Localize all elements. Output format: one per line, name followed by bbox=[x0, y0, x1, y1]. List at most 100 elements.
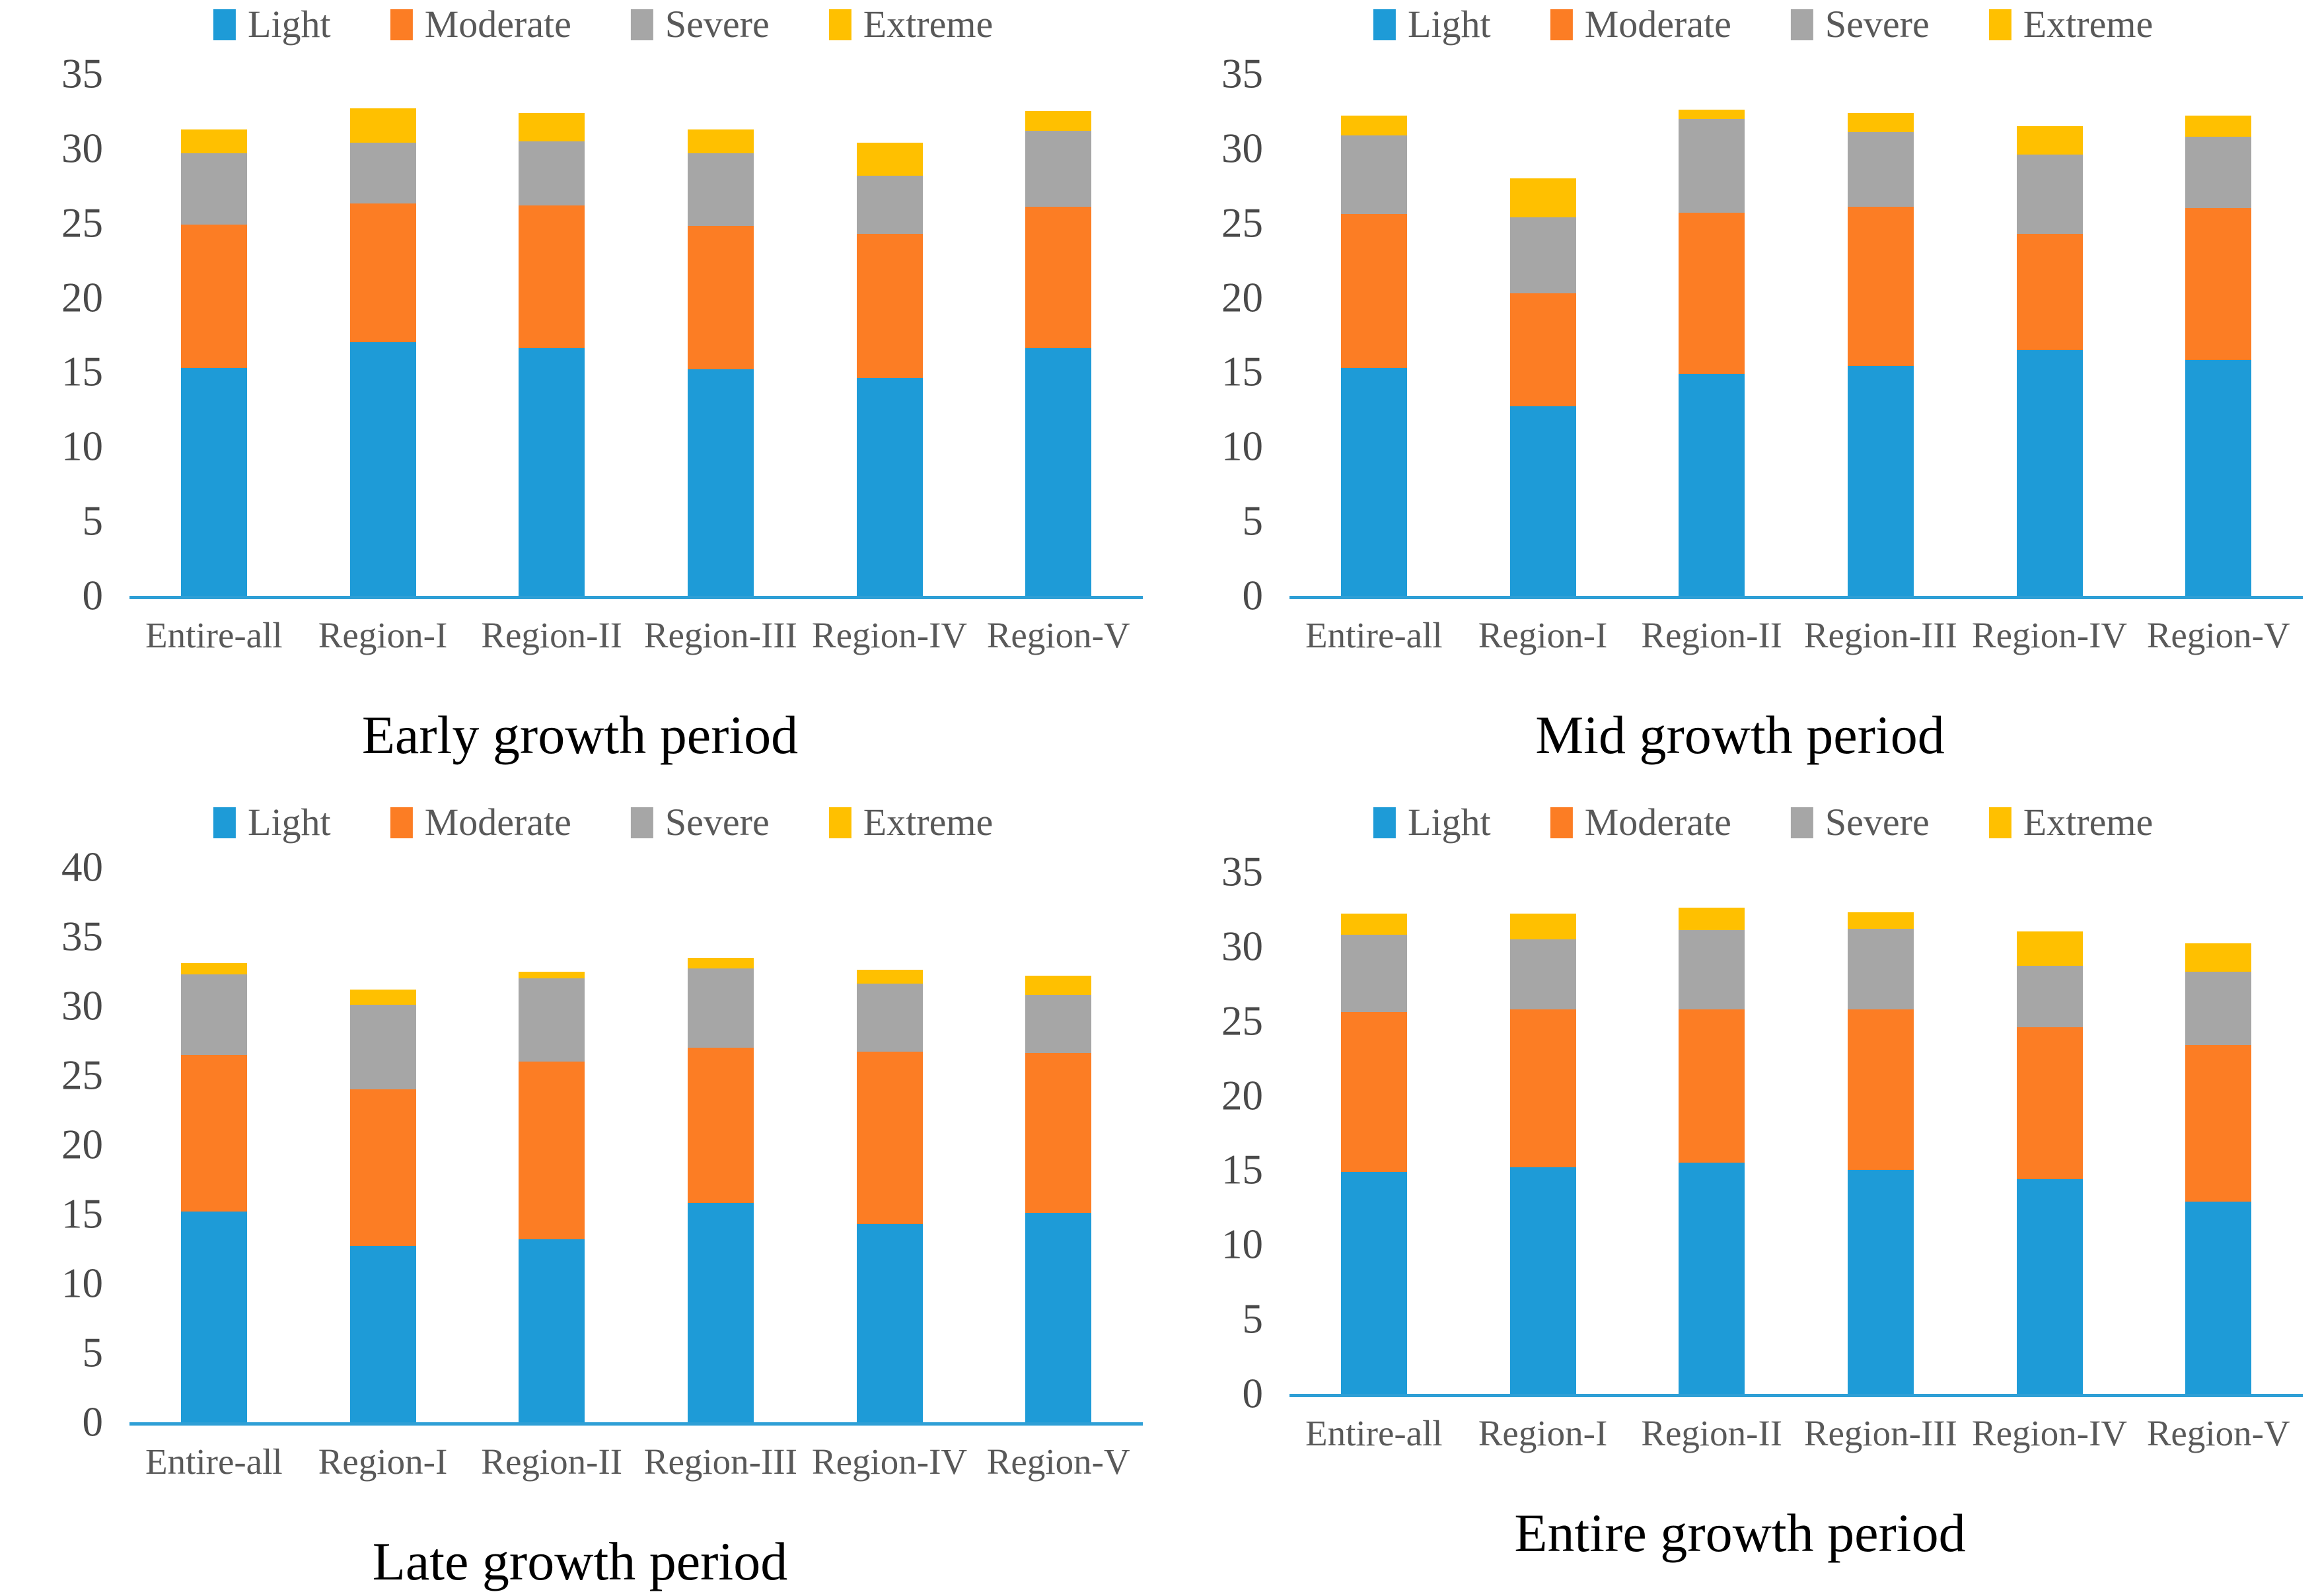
bar-region-iii bbox=[687, 74, 754, 596]
bar-slot bbox=[974, 74, 1143, 596]
x-axis-category-label: Region-III bbox=[1803, 1413, 1957, 1453]
segment-severe bbox=[2016, 154, 2083, 234]
bar-region-v bbox=[1025, 867, 1092, 1422]
y-axis-tick-label: 5 bbox=[82, 497, 104, 544]
segment-extreme bbox=[180, 129, 247, 153]
bar-region-i bbox=[349, 867, 416, 1422]
legend-label: Severe bbox=[1825, 801, 1930, 844]
segment-severe bbox=[1847, 132, 1914, 207]
legend-item-light: Light bbox=[213, 803, 331, 842]
plot-area bbox=[129, 867, 1143, 1426]
bar-region-v bbox=[1025, 74, 1092, 596]
y-axis-tick-label: 10 bbox=[61, 1260, 103, 1307]
chart-title: Entire growth period bbox=[1514, 1503, 1966, 1563]
segment-moderate bbox=[2016, 233, 2083, 350]
x-axis-category-label: Region-III bbox=[643, 615, 797, 655]
segment-light bbox=[349, 1246, 416, 1422]
bar-slot bbox=[129, 867, 299, 1422]
bar-region-iv bbox=[856, 867, 923, 1422]
segment-moderate bbox=[2185, 1044, 2252, 1202]
bar-slot bbox=[1965, 872, 2134, 1394]
segment-moderate bbox=[2185, 208, 2252, 361]
extreme-swatch-icon bbox=[1988, 807, 2012, 838]
segment-severe bbox=[1847, 928, 1914, 1009]
bar-slot bbox=[129, 74, 299, 596]
segment-light bbox=[180, 367, 247, 596]
segment-moderate bbox=[349, 1089, 416, 1247]
light-swatch-icon bbox=[213, 9, 236, 40]
legend: Light Moderate Severe Extreme bbox=[1373, 5, 2153, 44]
legend-item-severe: Severe bbox=[630, 801, 770, 844]
segment-light bbox=[519, 1239, 585, 1422]
x-axis: Entire-all Region-I Region-II Region-III Reg… bbox=[129, 1441, 1143, 1482]
bar-region-v bbox=[2185, 872, 2252, 1394]
bar-slot bbox=[1627, 74, 1796, 596]
legend-item-severe: Severe bbox=[1790, 801, 1930, 844]
segment-severe bbox=[1025, 130, 1092, 207]
segment-moderate bbox=[519, 205, 585, 349]
chart-title: Mid growth period bbox=[1535, 705, 1945, 765]
segment-extreme bbox=[1340, 914, 1407, 935]
segment-extreme bbox=[856, 142, 923, 176]
bar-slot bbox=[467, 74, 636, 596]
segment-light bbox=[519, 348, 585, 596]
x-axis-category-label: Region-IV bbox=[1971, 615, 2128, 655]
bar-region-iii bbox=[687, 867, 754, 1422]
y-axis: 0 5 10 15 20 25 30 35 bbox=[1160, 53, 1274, 616]
bar-slot bbox=[1289, 872, 1459, 1394]
panel-entire-growth-period: Light Moderate Severe Extreme 0 5 10 15 20 25 30 3… bbox=[1160, 798, 2320, 1596]
y-axis-tick-label: 30 bbox=[1221, 923, 1263, 970]
plot-area bbox=[129, 74, 1143, 599]
segment-light bbox=[856, 1223, 923, 1422]
legend-item-severe: Severe bbox=[1790, 5, 1930, 44]
extreme-swatch-icon bbox=[828, 9, 852, 40]
segment-extreme bbox=[1509, 178, 1576, 217]
bar-slot bbox=[467, 867, 636, 1422]
segment-moderate bbox=[349, 203, 416, 343]
y-axis-tick-label: 5 bbox=[1242, 497, 1264, 544]
legend-label: Moderate bbox=[1584, 801, 1731, 844]
x-axis-category-label: Region-I bbox=[318, 615, 448, 655]
bar-region-v bbox=[2185, 74, 2252, 596]
legend-label: Severe bbox=[665, 801, 770, 844]
bar-region-ii bbox=[1679, 74, 1745, 596]
segment-light bbox=[2016, 349, 2083, 596]
light-swatch-icon bbox=[213, 807, 236, 838]
y-axis-tick-label: 25 bbox=[61, 200, 103, 246]
segment-severe bbox=[180, 974, 247, 1055]
bar-region-i bbox=[349, 74, 416, 596]
moderate-swatch-icon bbox=[1550, 9, 1573, 40]
segment-light bbox=[1509, 406, 1576, 596]
y-axis-tick-label: 10 bbox=[1221, 423, 1263, 470]
y-axis-tick-label: 15 bbox=[1221, 1146, 1263, 1193]
segment-light bbox=[1847, 366, 1914, 596]
moderate-swatch-icon bbox=[390, 807, 413, 838]
segment-moderate bbox=[1847, 1009, 1914, 1171]
x-axis-category-label: Region-I bbox=[1478, 1413, 1608, 1453]
bar-slot bbox=[2134, 74, 2303, 596]
segment-severe bbox=[519, 978, 585, 1062]
chart-title: Early growth period bbox=[361, 705, 799, 765]
segment-severe bbox=[2016, 966, 2083, 1027]
segment-extreme bbox=[180, 962, 247, 974]
segment-moderate bbox=[687, 226, 754, 369]
x-axis-category-label: Region-V bbox=[2146, 1413, 2290, 1453]
segment-severe bbox=[2185, 136, 2252, 209]
segment-severe bbox=[1340, 934, 1407, 1013]
x-axis-category-label: Region-II bbox=[1641, 1413, 1783, 1453]
moderate-swatch-icon bbox=[390, 9, 413, 40]
segment-light bbox=[687, 369, 754, 596]
segment-extreme bbox=[349, 108, 416, 143]
bar-slot bbox=[2134, 872, 2303, 1394]
segment-severe bbox=[856, 175, 923, 234]
segment-moderate bbox=[180, 225, 247, 368]
legend: Light Moderate Severe Extreme bbox=[213, 803, 993, 842]
segment-severe bbox=[349, 142, 416, 204]
segment-severe bbox=[1509, 217, 1576, 293]
y-axis-tick-label: 15 bbox=[1221, 348, 1263, 395]
segment-extreme bbox=[1847, 912, 1914, 929]
segment-light bbox=[349, 342, 416, 596]
x-axis-category-label: Region-V bbox=[986, 615, 1130, 655]
segment-extreme bbox=[1509, 914, 1576, 939]
